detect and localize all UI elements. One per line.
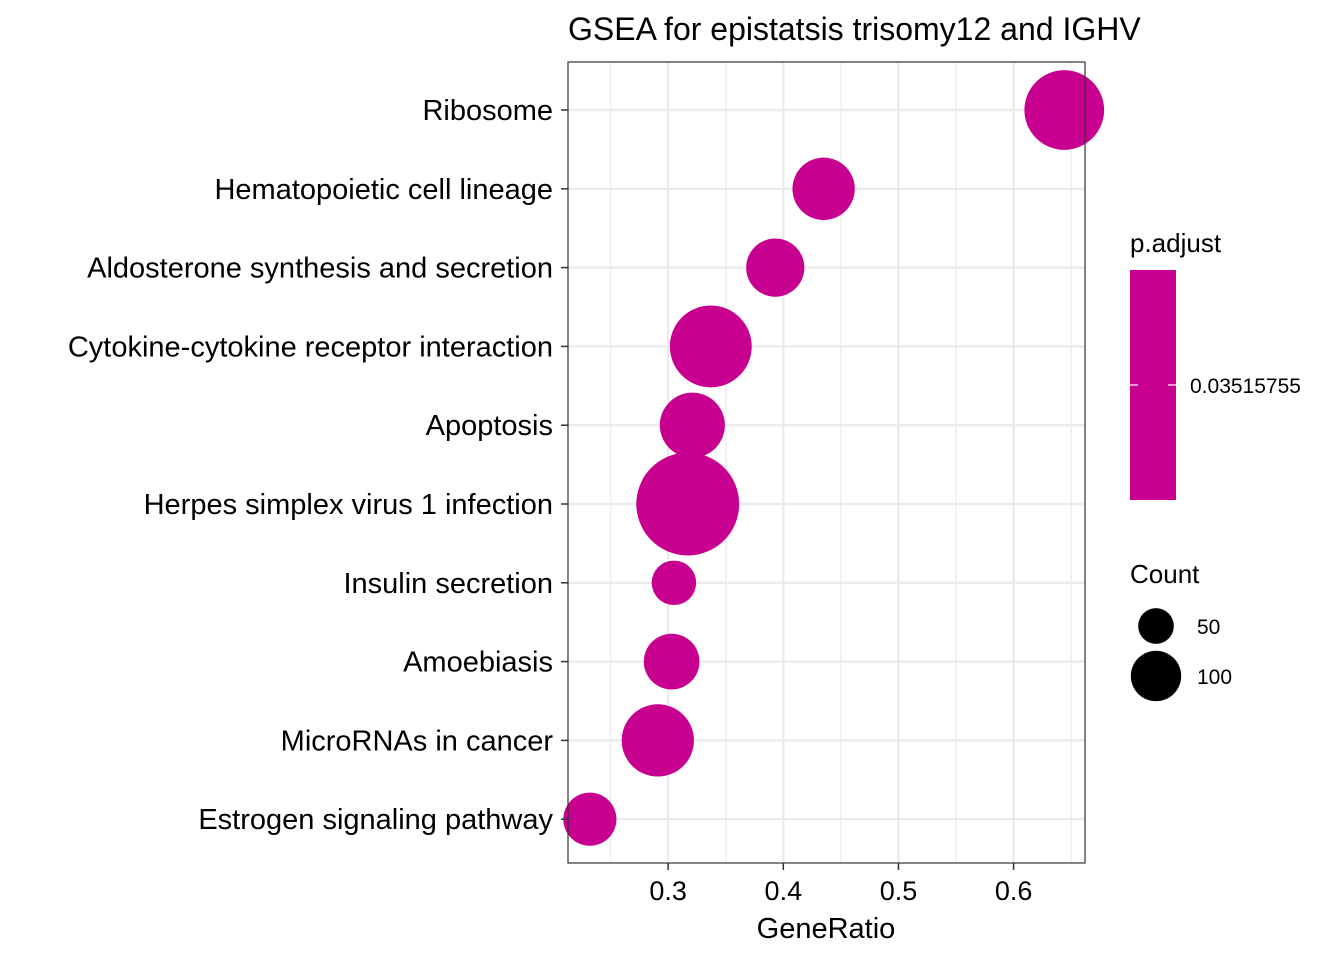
x-tick-label: 0.3	[649, 876, 687, 906]
data-point	[792, 157, 855, 220]
chart-title: GSEA for epistatsis trisomy12 and IGHV	[568, 11, 1141, 47]
size-legend-label: 100	[1197, 666, 1232, 689]
y-tick-label: Estrogen signaling pathway	[198, 804, 553, 836]
data-point	[563, 792, 617, 846]
color-legend-title: p.adjust	[1130, 228, 1222, 258]
y-tick-label: Aldosterone synthesis and secretion	[87, 253, 553, 285]
color-legend-value-label: 0.03515755	[1190, 375, 1301, 398]
y-tick-label: Apoptosis	[426, 410, 553, 442]
x-tick-label: 0.4	[765, 876, 803, 906]
x-tick-label: 0.5	[880, 876, 918, 906]
y-tick-label: Insulin secretion	[343, 568, 553, 600]
y-tick-label: Herpes simplex virus 1 infection	[144, 489, 553, 521]
y-tick-label: Ribosome	[422, 95, 553, 127]
y-tick-label: Hematopoietic cell lineage	[214, 174, 553, 206]
x-axis-title: GeneRatio	[757, 913, 896, 945]
y-tick-label: MicroRNAs in cancer	[281, 725, 554, 757]
y-axis: Ribosome Hematopoietic cell lineage Aldost…	[68, 95, 568, 836]
x-tick-label: 0.6	[995, 876, 1033, 906]
size-legend: Count 50 100	[1130, 559, 1232, 702]
size-legend-key	[1138, 608, 1174, 644]
data-point	[659, 392, 725, 458]
size-legend-label: 50	[1197, 616, 1220, 639]
color-legend: p.adjust 0.03515755	[1130, 228, 1301, 500]
points-layer	[563, 70, 1105, 846]
y-tick-label: Amoebiasis	[403, 647, 553, 679]
data-point	[621, 704, 694, 777]
data-point	[746, 238, 805, 297]
data-point	[669, 305, 752, 388]
size-legend-key	[1130, 650, 1182, 702]
plot-border	[567, 61, 1086, 864]
data-point	[643, 633, 700, 690]
y-tick-label: Cytokine-cytokine receptor interaction	[68, 331, 553, 363]
data-point	[1024, 70, 1105, 150]
x-axis: 0.3 0.4 0.5 0.6	[649, 863, 1032, 906]
data-point	[651, 560, 697, 606]
plot-panel	[563, 61, 1105, 864]
data-point	[636, 452, 740, 556]
size-legend-title: Count	[1130, 559, 1200, 589]
